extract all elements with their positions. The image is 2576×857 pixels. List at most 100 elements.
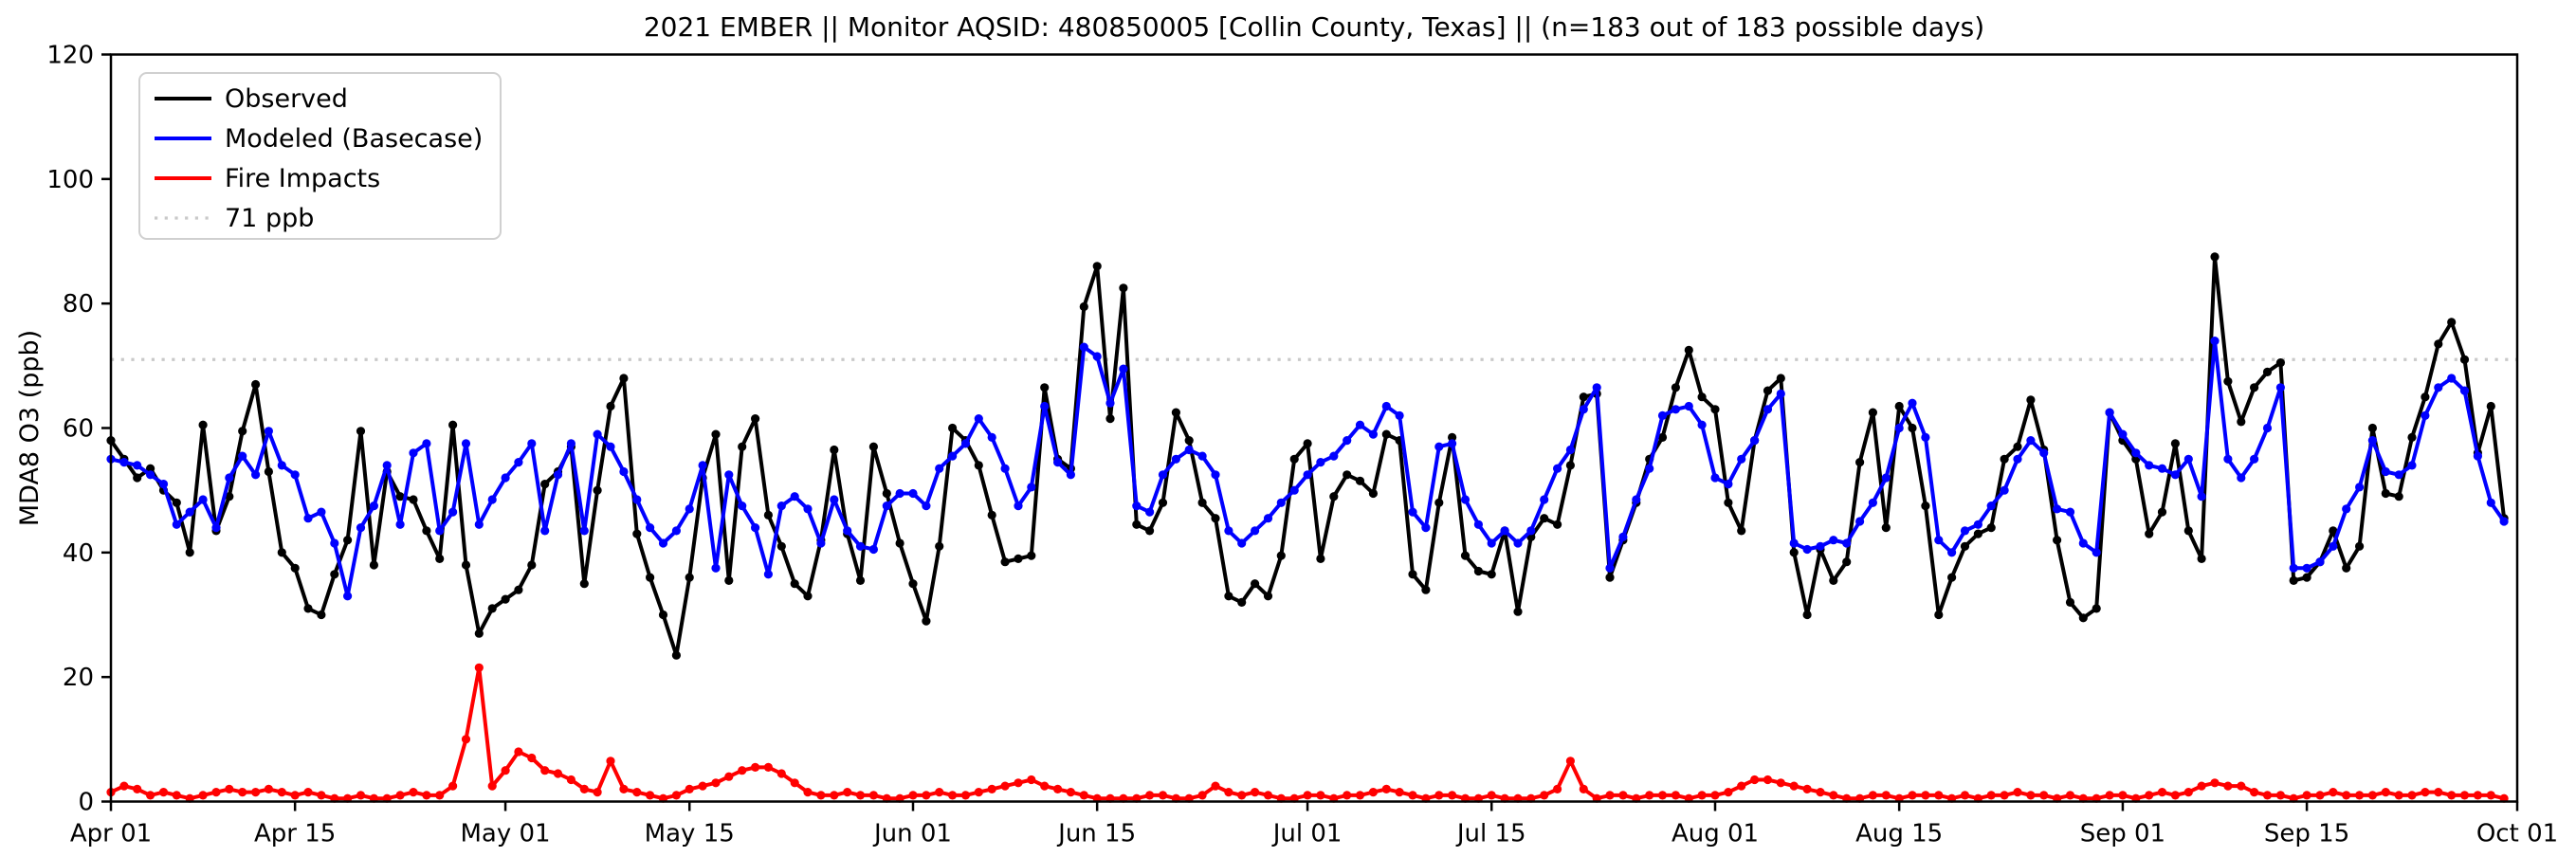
data-point-marker [908, 579, 918, 589]
data-point-marker [1684, 345, 1693, 355]
data-point-marker [1158, 791, 1168, 800]
data-point-marker [2170, 791, 2180, 800]
data-point-marker [2223, 376, 2233, 386]
data-point-marker [1657, 432, 1668, 442]
data-point-marker [948, 451, 958, 461]
data-point-marker [1881, 791, 1891, 800]
data-point-marker [2223, 454, 2233, 464]
data-point-marker [251, 379, 261, 390]
data-point-marker [1224, 788, 1233, 797]
data-point-marker [803, 788, 813, 797]
data-point-marker [2000, 454, 2009, 464]
y-tick-label: 40 [63, 539, 94, 568]
data-point-marker [2329, 541, 2338, 551]
data-point-marker [356, 791, 366, 800]
data-point-marker [751, 414, 760, 424]
data-point-marker [317, 791, 326, 800]
data-point-marker [2013, 788, 2022, 797]
data-point-marker [738, 442, 747, 451]
data-point-marker [1027, 483, 1036, 492]
data-point-marker [1211, 781, 1220, 791]
data-point-marker [1565, 757, 1575, 766]
data-point-marker [1145, 507, 1155, 517]
data-point-marker [1960, 541, 1970, 551]
data-point-marker [855, 575, 866, 586]
data-point-marker [1434, 442, 1444, 451]
data-point-marker [935, 788, 944, 797]
data-point-marker [868, 442, 879, 451]
data-point-marker [1592, 383, 1601, 392]
data-point-marker [1434, 498, 1444, 507]
data-point-marker [1053, 784, 1063, 794]
data-point-marker [1224, 526, 1233, 536]
data-point-marker [474, 520, 484, 529]
data-point-marker [566, 439, 576, 448]
data-point-marker [1251, 788, 1260, 797]
data-point-marker [1408, 791, 1417, 800]
data-point-marker [1355, 476, 1365, 485]
data-point-marker [1040, 383, 1050, 392]
data-point-marker [2026, 791, 2036, 800]
data-point-marker [1395, 410, 1404, 420]
data-point-marker [2355, 483, 2365, 492]
data-point-marker [1197, 498, 1207, 507]
data-point-marker [2262, 367, 2273, 376]
data-point-marker [2092, 548, 2101, 557]
data-point-marker [1040, 401, 1050, 411]
data-point-marker [2039, 791, 2049, 800]
data-point-marker [2355, 791, 2365, 800]
data-point-marker [1513, 538, 1523, 548]
data-point-marker [1973, 520, 1982, 529]
data-point-marker [1251, 526, 1260, 536]
data-point-marker [1145, 526, 1155, 536]
data-point-marker [2145, 529, 2154, 538]
data-point-marker [1540, 495, 1549, 504]
data-point-marker [948, 423, 958, 433]
data-point-marker [356, 427, 366, 436]
x-tick-label: Oct 01 [2476, 820, 2558, 848]
data-point-marker [501, 766, 510, 775]
data-point-marker [251, 470, 261, 480]
data-point-marker [1697, 392, 1707, 402]
data-point-marker [2105, 408, 2114, 417]
data-point-marker [277, 548, 286, 557]
data-point-marker [1263, 592, 1273, 601]
series-line [110, 666, 2505, 801]
data-point-marker [2355, 541, 2365, 551]
data-point-marker [1605, 563, 1615, 573]
data-point-marker [395, 492, 405, 501]
y-tick-label: 100 [46, 166, 94, 194]
data-point-marker [2486, 498, 2495, 507]
data-point-marker [2078, 613, 2088, 623]
data-point-marker [1079, 301, 1088, 312]
data-point-marker [1421, 523, 1431, 533]
data-point-marker [2302, 573, 2311, 582]
data-point-marker [2170, 439, 2180, 448]
data-point-marker [238, 788, 247, 797]
data-point-marker [776, 501, 786, 511]
data-point-marker [198, 791, 208, 800]
data-point-marker [2473, 451, 2482, 461]
data-point-marker [1908, 423, 1917, 433]
data-point-marker [1671, 405, 1680, 414]
data-point-marker [2447, 318, 2457, 327]
data-point-marker [895, 488, 904, 499]
data-point-marker [158, 788, 169, 797]
data-point-marker [619, 466, 629, 477]
data-point-marker [474, 629, 484, 638]
data-point-marker [2118, 791, 2128, 800]
data-point-marker [2197, 492, 2206, 501]
data-point-marker [2078, 538, 2088, 548]
data-point-marker [1158, 498, 1168, 507]
data-point-marker [2407, 791, 2417, 800]
data-point-marker [1960, 526, 1970, 536]
data-point-marker [1184, 445, 1194, 455]
data-point-marker [803, 504, 813, 514]
data-point-marker [1040, 781, 1050, 791]
data-point-marker [579, 579, 589, 589]
data-point-marker [1816, 788, 1825, 797]
data-point-marker [1697, 420, 1707, 429]
legend-label: Observed [225, 84, 348, 114]
data-point-marker [1289, 454, 1299, 464]
